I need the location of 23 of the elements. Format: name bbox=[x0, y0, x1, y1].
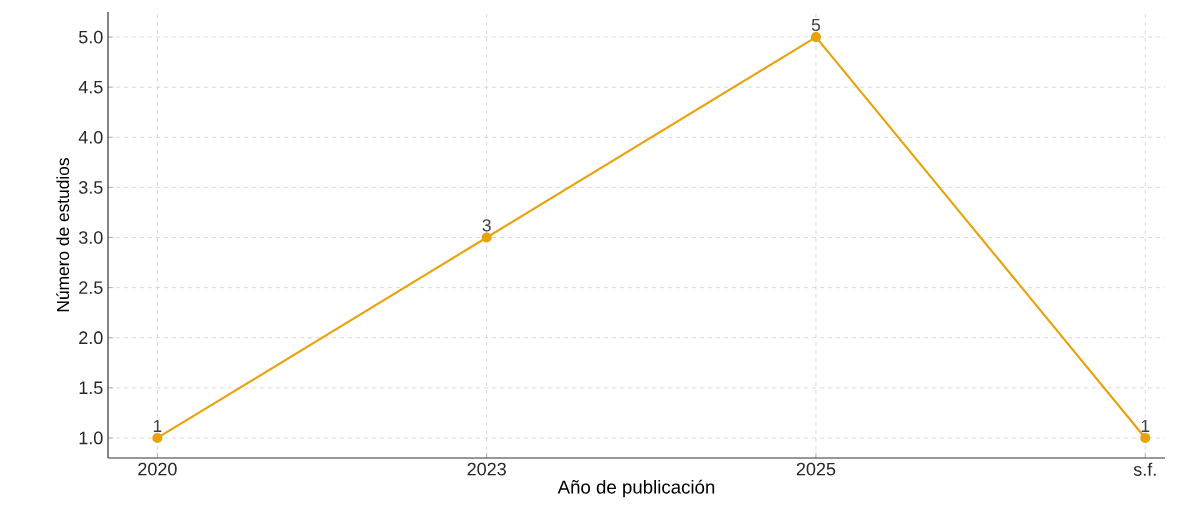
y-tick-label: 3.5 bbox=[78, 181, 103, 194]
y-tick-label: 5.0 bbox=[78, 30, 103, 44]
x-tick-label: s.f. bbox=[1133, 462, 1156, 476]
data-label: 5 bbox=[811, 18, 821, 32]
point bbox=[810, 31, 822, 43]
y-tick-label: 4.0 bbox=[78, 130, 103, 144]
point bbox=[1140, 432, 1151, 444]
data-label: 3 bbox=[482, 219, 491, 232]
x-tick-label: 2023 bbox=[467, 462, 506, 476]
data-label: 1 bbox=[153, 419, 162, 432]
y-tick-label: 4.5 bbox=[78, 80, 103, 94]
y-tick-label: 1.5 bbox=[79, 381, 103, 395]
y-tick-label: 2.0 bbox=[79, 331, 103, 345]
point bbox=[481, 232, 492, 243]
x-tick-label: 2025 bbox=[796, 462, 836, 476]
y-tick-label: 3.0 bbox=[78, 231, 103, 244]
point bbox=[152, 432, 163, 444]
x-axis-title: Año de publicación bbox=[557, 479, 715, 498]
y-tick-label: 1.0 bbox=[79, 431, 103, 445]
x-tick-label: 2020 bbox=[138, 462, 177, 476]
y-tick-label: 2.5 bbox=[79, 281, 103, 294]
y-axis-title: Número de estudios bbox=[56, 158, 70, 312]
data-label: 1 bbox=[1141, 419, 1150, 432]
